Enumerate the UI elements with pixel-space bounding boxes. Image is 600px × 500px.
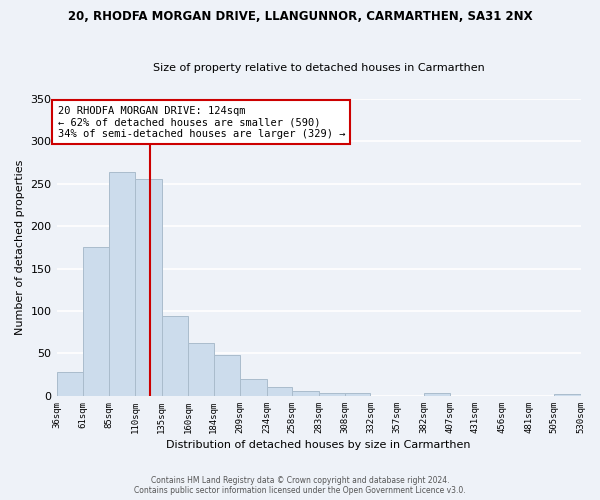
Bar (554, 394, 581, 396)
Bar (161, 316, 188, 396)
Text: 20 RHODFA MORGAN DRIVE: 124sqm
← 62% of detached houses are smaller (590)
34% of: 20 RHODFA MORGAN DRIVE: 124sqm ← 62% of … (58, 106, 345, 139)
Bar (345, 392, 370, 396)
Bar (240, 379, 266, 396)
Text: 20, RHODFA MORGAN DRIVE, LLANGUNNOR, CARMARTHEN, SA31 2NX: 20, RHODFA MORGAN DRIVE, LLANGUNNOR, CAR… (68, 10, 532, 23)
Y-axis label: Number of detached properties: Number of detached properties (15, 160, 25, 335)
Bar (266, 386, 292, 396)
Bar (135, 180, 161, 396)
Bar (424, 394, 450, 396)
Title: Size of property relative to detached houses in Carmarthen: Size of property relative to detached ho… (152, 63, 484, 73)
Bar (292, 391, 319, 396)
Bar (56, 372, 83, 396)
Bar (188, 344, 214, 396)
Text: Contains HM Land Registry data © Crown copyright and database right 2024.
Contai: Contains HM Land Registry data © Crown c… (134, 476, 466, 495)
X-axis label: Distribution of detached houses by size in Carmarthen: Distribution of detached houses by size … (166, 440, 471, 450)
Bar (319, 392, 345, 396)
Bar (214, 355, 240, 396)
Bar (83, 246, 109, 396)
Bar (109, 172, 135, 396)
